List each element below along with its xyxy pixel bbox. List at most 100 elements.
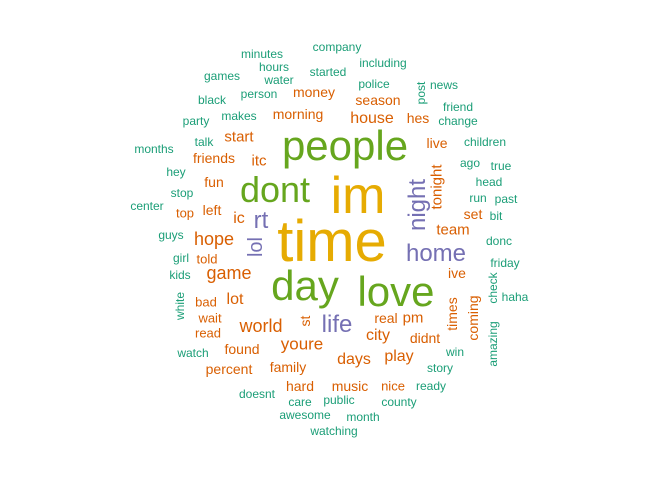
word-rt: rt [253,207,269,234]
word-lol: lol [245,236,267,258]
word-including: including [359,56,407,70]
word-game: game [206,263,252,283]
word-day: day [271,262,339,309]
word-past: past [494,192,518,206]
word-center: center [130,199,164,213]
word-police: police [358,77,390,91]
word-nice: nice [381,378,405,394]
word-music: music [331,378,369,394]
word-makes: makes [221,109,257,123]
word-ready: ready [415,379,447,393]
word-read: read [194,325,222,341]
word-bad: bad [195,294,217,310]
word-ive: ive [448,265,466,281]
word-watch: watch [177,346,209,360]
word-money: money [292,84,336,100]
word-news: news [429,78,459,92]
word-public: public [323,393,355,407]
word-county: county [381,395,417,409]
word-times: times [444,297,460,331]
word-person: person [240,87,278,101]
word-hes: hes [406,110,430,126]
word-girl: girl [172,251,190,265]
word-amazing: amazing [486,321,500,367]
word-night: night [404,178,431,232]
word-st: st [297,315,313,327]
word-hope: hope [193,229,235,249]
word-guys: guys [158,228,184,242]
word-house: house [350,110,394,127]
word-city: city [366,327,390,344]
word-world: world [239,316,283,336]
word-real: real [374,310,398,326]
word-ic: ic [233,210,245,227]
word-tonight: tonight [428,164,446,210]
word-coming: coming [465,295,481,341]
word-start: start [224,128,254,146]
word-ago: ago [459,156,481,170]
word-friday: friday [490,256,520,270]
word-head: head [475,175,503,189]
word-awesome: awesome [279,408,331,422]
word-doesnt: doesnt [238,387,276,401]
word-check: check [486,272,500,304]
word-didnt: didnt [409,330,441,346]
word-people: people [281,122,409,169]
word-friends: friends [192,150,236,166]
word-water: water [264,73,294,87]
word-play: play [384,348,414,365]
word-party: party [182,114,210,128]
word-life: life [321,311,353,338]
word-company: company [312,40,362,54]
word-black: black [197,93,227,107]
word-morning: morning [272,106,324,122]
word-change: change [438,114,478,128]
word-hard: hard [285,378,315,394]
word-months: months [134,142,174,156]
word-left: left [202,202,222,218]
word-true: true [490,159,512,173]
word-pm: pm [402,309,424,327]
word-family: family [269,359,307,375]
word-youre: youre [280,334,324,354]
word-season: season [355,92,401,108]
word-story: story [426,361,454,375]
word-white: white [173,291,187,321]
word-talk: talk [194,135,214,149]
word-set: set [463,206,483,222]
word-hey: hey [166,165,186,179]
word-im: im [330,167,386,225]
word-days: days [337,351,371,368]
word-started: started [309,65,347,79]
word-bit: bit [489,209,503,223]
word-itc: itc [251,152,267,170]
word-kids: kids [169,268,191,282]
word-found: found [224,341,260,357]
word-home: home [405,240,467,267]
word-donc: donc [485,234,513,248]
word-friend: friend [442,100,474,114]
word-children: children [463,135,507,149]
word-month: month [346,410,380,424]
word-run: run [469,191,487,205]
word-hours: hours [258,60,290,74]
word-live: live [426,135,448,151]
word-team: team [436,221,470,239]
word-watching: watching [310,424,358,438]
word-told: told [196,251,218,267]
word-care: care [288,395,312,409]
word-lot: lot [226,291,244,308]
word-haha: haha [501,290,529,304]
word-time: time [277,209,387,274]
word-win: win [445,345,465,359]
word-games: games [203,69,241,83]
word-dont: dont [239,169,311,210]
word-percent: percent [205,361,253,377]
word-stop: stop [170,186,194,200]
word-minutes: minutes [240,47,284,61]
word-top: top [175,205,195,221]
word-fun: fun [204,174,224,190]
word-post: post [414,81,428,105]
word-wait: wait [198,310,222,326]
